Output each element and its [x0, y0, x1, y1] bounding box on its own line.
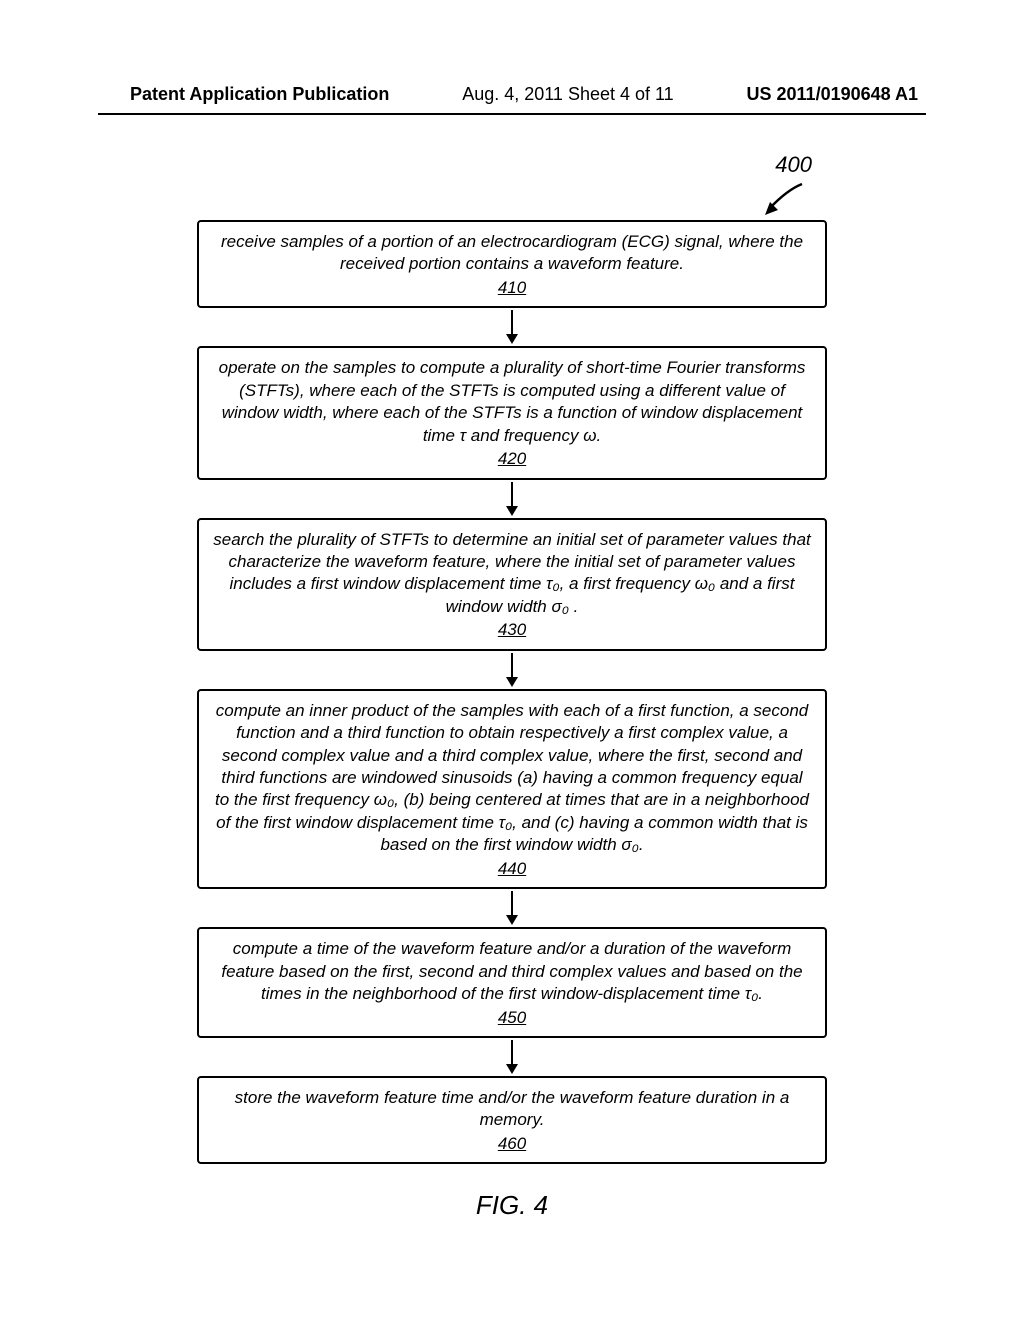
reference-arrow-icon — [762, 182, 807, 218]
flow-arrow-icon — [504, 891, 520, 925]
step-text: receive samples of a portion of an elect… — [221, 232, 803, 273]
header-publication-number: US 2011/0190648 A1 — [747, 84, 918, 105]
header-date-sheet: Aug. 4, 2011 Sheet 4 of 11 — [462, 84, 674, 105]
step-text: search the plurality of STFTs to determi… — [213, 530, 811, 616]
flow-step-440: compute an inner product of the samples … — [197, 689, 827, 890]
step-number: 430 — [213, 619, 811, 641]
flow-arrow-icon — [504, 653, 520, 687]
header-publication-label: Patent Application Publication — [130, 84, 389, 105]
flow-step-430: search the plurality of STFTs to determi… — [197, 518, 827, 651]
flow-step-460: store the waveform feature time and/or t… — [197, 1076, 827, 1164]
page-header: Patent Application Publication Aug. 4, 2… — [0, 0, 1024, 111]
header-divider — [98, 113, 926, 115]
flow-arrow-icon — [504, 310, 520, 344]
step-number: 440 — [213, 858, 811, 880]
flow-step-420: operate on the samples to compute a plur… — [197, 346, 827, 479]
step-text: compute a time of the waveform feature a… — [221, 939, 802, 1003]
step-text: store the waveform feature time and/or t… — [235, 1088, 790, 1129]
step-number: 410 — [213, 277, 811, 299]
step-text: compute an inner product of the samples … — [215, 701, 809, 855]
flow-step-410: receive samples of a portion of an elect… — [197, 220, 827, 308]
flow-arrow-icon — [504, 1040, 520, 1074]
flowchart: receive samples of a portion of an elect… — [192, 220, 832, 1164]
step-number: 420 — [213, 448, 811, 470]
figure-4: 400 receive samples of a portion of an e… — [192, 152, 832, 1221]
flow-arrow-icon — [504, 482, 520, 516]
flow-step-450: compute a time of the waveform feature a… — [197, 927, 827, 1038]
step-text: operate on the samples to compute a plur… — [219, 358, 806, 444]
step-number: 450 — [213, 1007, 811, 1029]
figure-reference-number: 400 — [775, 152, 812, 178]
figure-label: FIG. 4 — [192, 1190, 832, 1221]
step-number: 460 — [213, 1133, 811, 1155]
